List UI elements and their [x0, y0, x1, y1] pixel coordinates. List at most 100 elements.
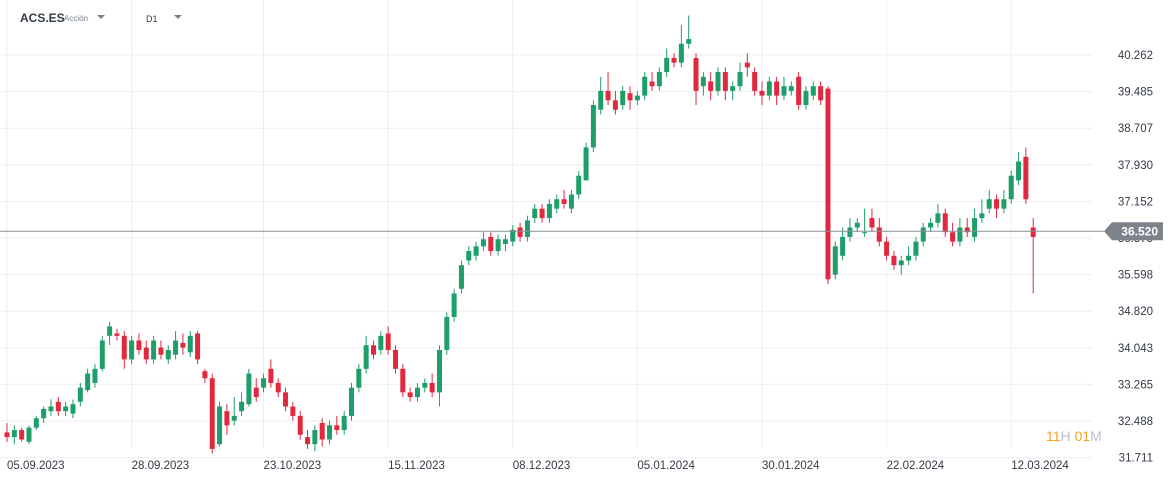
candle: [334, 415, 340, 435]
candle-body: [195, 333, 201, 360]
candle-body: [605, 90, 611, 101]
candle: [121, 331, 127, 369]
candle: [63, 401, 69, 416]
symbol-dropdown-chevron-down-icon[interactable]: [97, 15, 105, 19]
candle: [678, 24, 684, 68]
candle: [759, 81, 765, 106]
candle: [400, 364, 406, 398]
candle: [590, 100, 596, 153]
candle-body: [803, 90, 809, 106]
x-tick-label: 23.10.2023: [264, 460, 322, 472]
candle-body: [825, 88, 831, 280]
candle-body: [209, 378, 215, 449]
candle-body: [532, 208, 538, 219]
candle: [913, 236, 919, 261]
candle-body: [840, 236, 846, 256]
candle-body: [554, 199, 560, 209]
candle-body: [283, 392, 289, 407]
candle-body: [143, 347, 149, 360]
candle: [55, 397, 61, 416]
candle: [539, 203, 545, 223]
candle-body: [1008, 175, 1014, 200]
candle: [290, 401, 296, 421]
candle: [48, 399, 54, 416]
candle: [737, 62, 743, 91]
candle: [796, 72, 802, 110]
candle-body: [429, 382, 435, 393]
candle: [173, 331, 179, 360]
candle-body: [290, 406, 296, 416]
countdown-hours: 11: [1046, 428, 1061, 444]
candle-body: [583, 147, 589, 181]
candle-body: [664, 57, 670, 73]
candle-body: [759, 90, 765, 96]
candle-body: [568, 194, 574, 209]
candle: [385, 326, 391, 355]
candle-body: [63, 406, 69, 412]
candle: [774, 76, 780, 106]
candle: [928, 218, 934, 233]
candle-body: [737, 72, 743, 87]
candle-body: [231, 415, 237, 421]
candle-body: [502, 239, 508, 244]
candle: [77, 382, 83, 407]
candle-body: [224, 411, 230, 426]
candle-body: [678, 43, 684, 63]
candle-body: [1023, 156, 1029, 200]
candle: [363, 335, 369, 374]
candle-body: [136, 340, 142, 350]
candle-body: [217, 406, 223, 445]
candle-body: [686, 39, 692, 44]
candle-body: [957, 227, 963, 242]
candle: [502, 234, 508, 252]
candle: [92, 364, 98, 388]
countdown-minutes-unit: M: [1090, 428, 1102, 444]
candle-body: [620, 90, 626, 106]
timeframe-dropdown-chevron-down-icon[interactable]: [174, 15, 182, 19]
candle-body: [341, 415, 347, 431]
candle: [239, 392, 245, 416]
candle-body: [173, 340, 179, 355]
candle: [451, 288, 457, 322]
y-tick-label: 31.711: [1119, 453, 1153, 465]
candle: [510, 225, 516, 247]
timeframe-label[interactable]: D1: [146, 14, 158, 24]
candle: [349, 382, 355, 421]
candle-body: [356, 368, 362, 388]
candle-body: [854, 222, 860, 228]
candle: [891, 251, 897, 270]
candle: [649, 72, 655, 91]
candle: [319, 418, 325, 447]
candle: [488, 232, 494, 256]
candle-body: [444, 316, 450, 350]
candle: [436, 345, 442, 407]
candle-body: [869, 218, 875, 228]
candle: [708, 72, 714, 101]
candle-body: [488, 236, 494, 252]
candle-body: [48, 406, 54, 412]
y-tick-label: 34.043: [1118, 343, 1153, 355]
candle-body: [378, 335, 384, 350]
candle-body: [942, 213, 948, 233]
candle-body: [114, 333, 120, 336]
candle: [356, 364, 362, 393]
candle: [253, 378, 259, 402]
candle-body: [986, 199, 992, 209]
candle-body: [935, 213, 941, 223]
x-tick-label: 05.09.2023: [7, 460, 65, 472]
candle-body: [972, 218, 978, 237]
candle-body: [752, 72, 758, 91]
candle-body: [891, 255, 897, 266]
y-tick-label: 38.707: [1118, 123, 1153, 135]
candle: [722, 67, 728, 101]
candle-body: [480, 239, 486, 247]
candle: [744, 53, 750, 77]
candle: [1030, 218, 1036, 294]
candle: [898, 255, 904, 275]
candle-body: [906, 255, 912, 261]
candle: [19, 427, 25, 442]
candle-body: [85, 373, 91, 391]
candle: [693, 53, 699, 106]
candle: [136, 333, 142, 355]
